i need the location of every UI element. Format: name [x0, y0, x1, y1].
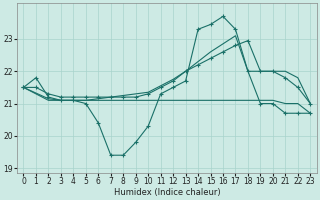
X-axis label: Humidex (Indice chaleur): Humidex (Indice chaleur) — [114, 188, 220, 197]
